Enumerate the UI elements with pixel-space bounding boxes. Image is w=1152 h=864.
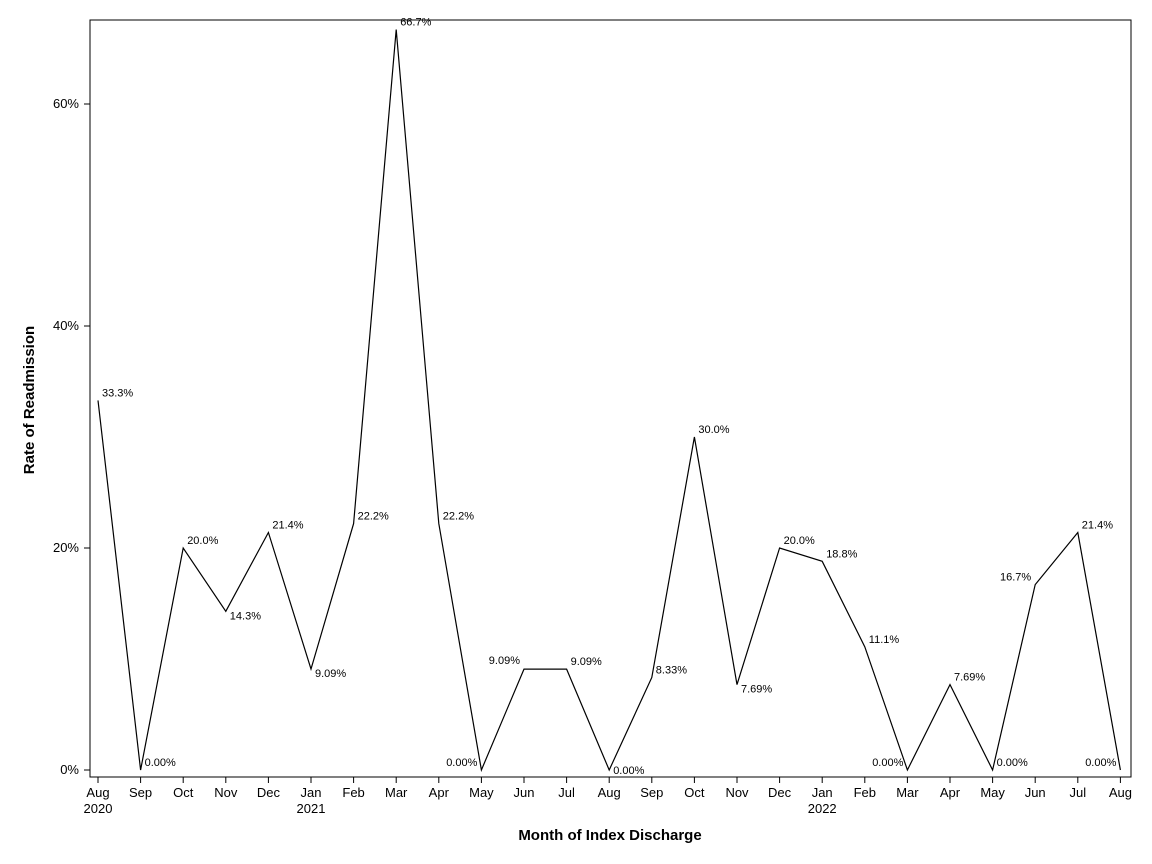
y-tick-label: 20% (53, 540, 79, 555)
data-label: 20.0% (784, 535, 815, 547)
x-axis-title: Month of Index Discharge (518, 827, 701, 844)
data-label: 16.7% (1000, 572, 1031, 584)
x-tick-year-label: 2020 (84, 801, 113, 816)
data-label: 0.00% (145, 757, 176, 769)
x-tick-label: Jul (558, 785, 575, 800)
data-label: 14.3% (230, 610, 261, 622)
x-tick-label: Aug (1109, 785, 1132, 800)
data-label: 0.00% (1085, 757, 1116, 769)
x-tick-year-label: 2021 (297, 801, 326, 816)
x-tick-label: Oct (684, 785, 705, 800)
data-label: 7.69% (954, 672, 985, 684)
y-axis-title: Rate of Readmission (21, 326, 38, 474)
y-axis: 0% 20% 40% 60% (53, 96, 90, 777)
data-label: 21.4% (272, 519, 303, 531)
data-label: 0.00% (613, 765, 644, 777)
x-tick-label: Apr (940, 785, 961, 800)
data-labels: 33.3% 0.00% 20.0% 14.3% 21.4% 9.09% 22.2% 66.7%… (102, 17, 1117, 777)
y-tick-label: 60% (53, 96, 79, 111)
data-label: 9.09% (489, 655, 520, 667)
series-line (97, 29, 1121, 773)
x-tick-label: Mar (896, 785, 919, 800)
data-label: 33.3% (102, 387, 133, 399)
x-tick-label: Sep (129, 785, 152, 800)
data-label: 30.0% (698, 424, 729, 436)
data-label: 18.8% (826, 548, 857, 560)
data-label: 0.00% (446, 757, 477, 769)
data-label: 11.1% (869, 634, 900, 646)
x-tick-label: May (980, 785, 1005, 800)
x-tick-label: Oct (173, 785, 194, 800)
plot-frame (89, 19, 1132, 778)
data-label: 21.4% (1082, 519, 1113, 531)
x-tick-label: Sep (640, 785, 663, 800)
data-label: 0.00% (872, 757, 903, 769)
x-tick-label: Jun (514, 785, 535, 800)
x-tick-label: May (469, 785, 494, 800)
x-tick-label: Nov (214, 785, 238, 800)
x-tick-label: Jan (301, 785, 322, 800)
x-tick-label: Aug (598, 785, 621, 800)
data-label: 66.7% (400, 17, 431, 29)
y-tick-label: 40% (53, 318, 79, 333)
x-tick-label: Nov (725, 785, 749, 800)
y-tick-label: 0% (60, 762, 79, 777)
data-label: 20.0% (187, 535, 218, 547)
data-label: 22.2% (358, 511, 389, 523)
x-tick-label: Aug (86, 785, 109, 800)
x-tick-label: Feb (854, 785, 876, 800)
x-tick-label: Feb (342, 785, 364, 800)
data-label: 0.00% (997, 757, 1028, 769)
x-tick-label: Dec (768, 785, 792, 800)
data-label: 8.33% (656, 665, 687, 677)
x-tick-label: Dec (257, 785, 281, 800)
data-label: 9.09% (315, 668, 346, 680)
data-label: 7.69% (741, 684, 772, 696)
x-tick-year-label: 2022 (808, 801, 837, 816)
x-tick-label: Mar (385, 785, 408, 800)
data-label: 22.2% (443, 511, 474, 523)
x-tick-label: Jan (812, 785, 833, 800)
x-tick-label: Apr (429, 785, 450, 800)
x-tick-label: Jun (1025, 785, 1046, 800)
data-label: 9.09% (571, 656, 602, 668)
x-tick-label: Jul (1069, 785, 1086, 800)
